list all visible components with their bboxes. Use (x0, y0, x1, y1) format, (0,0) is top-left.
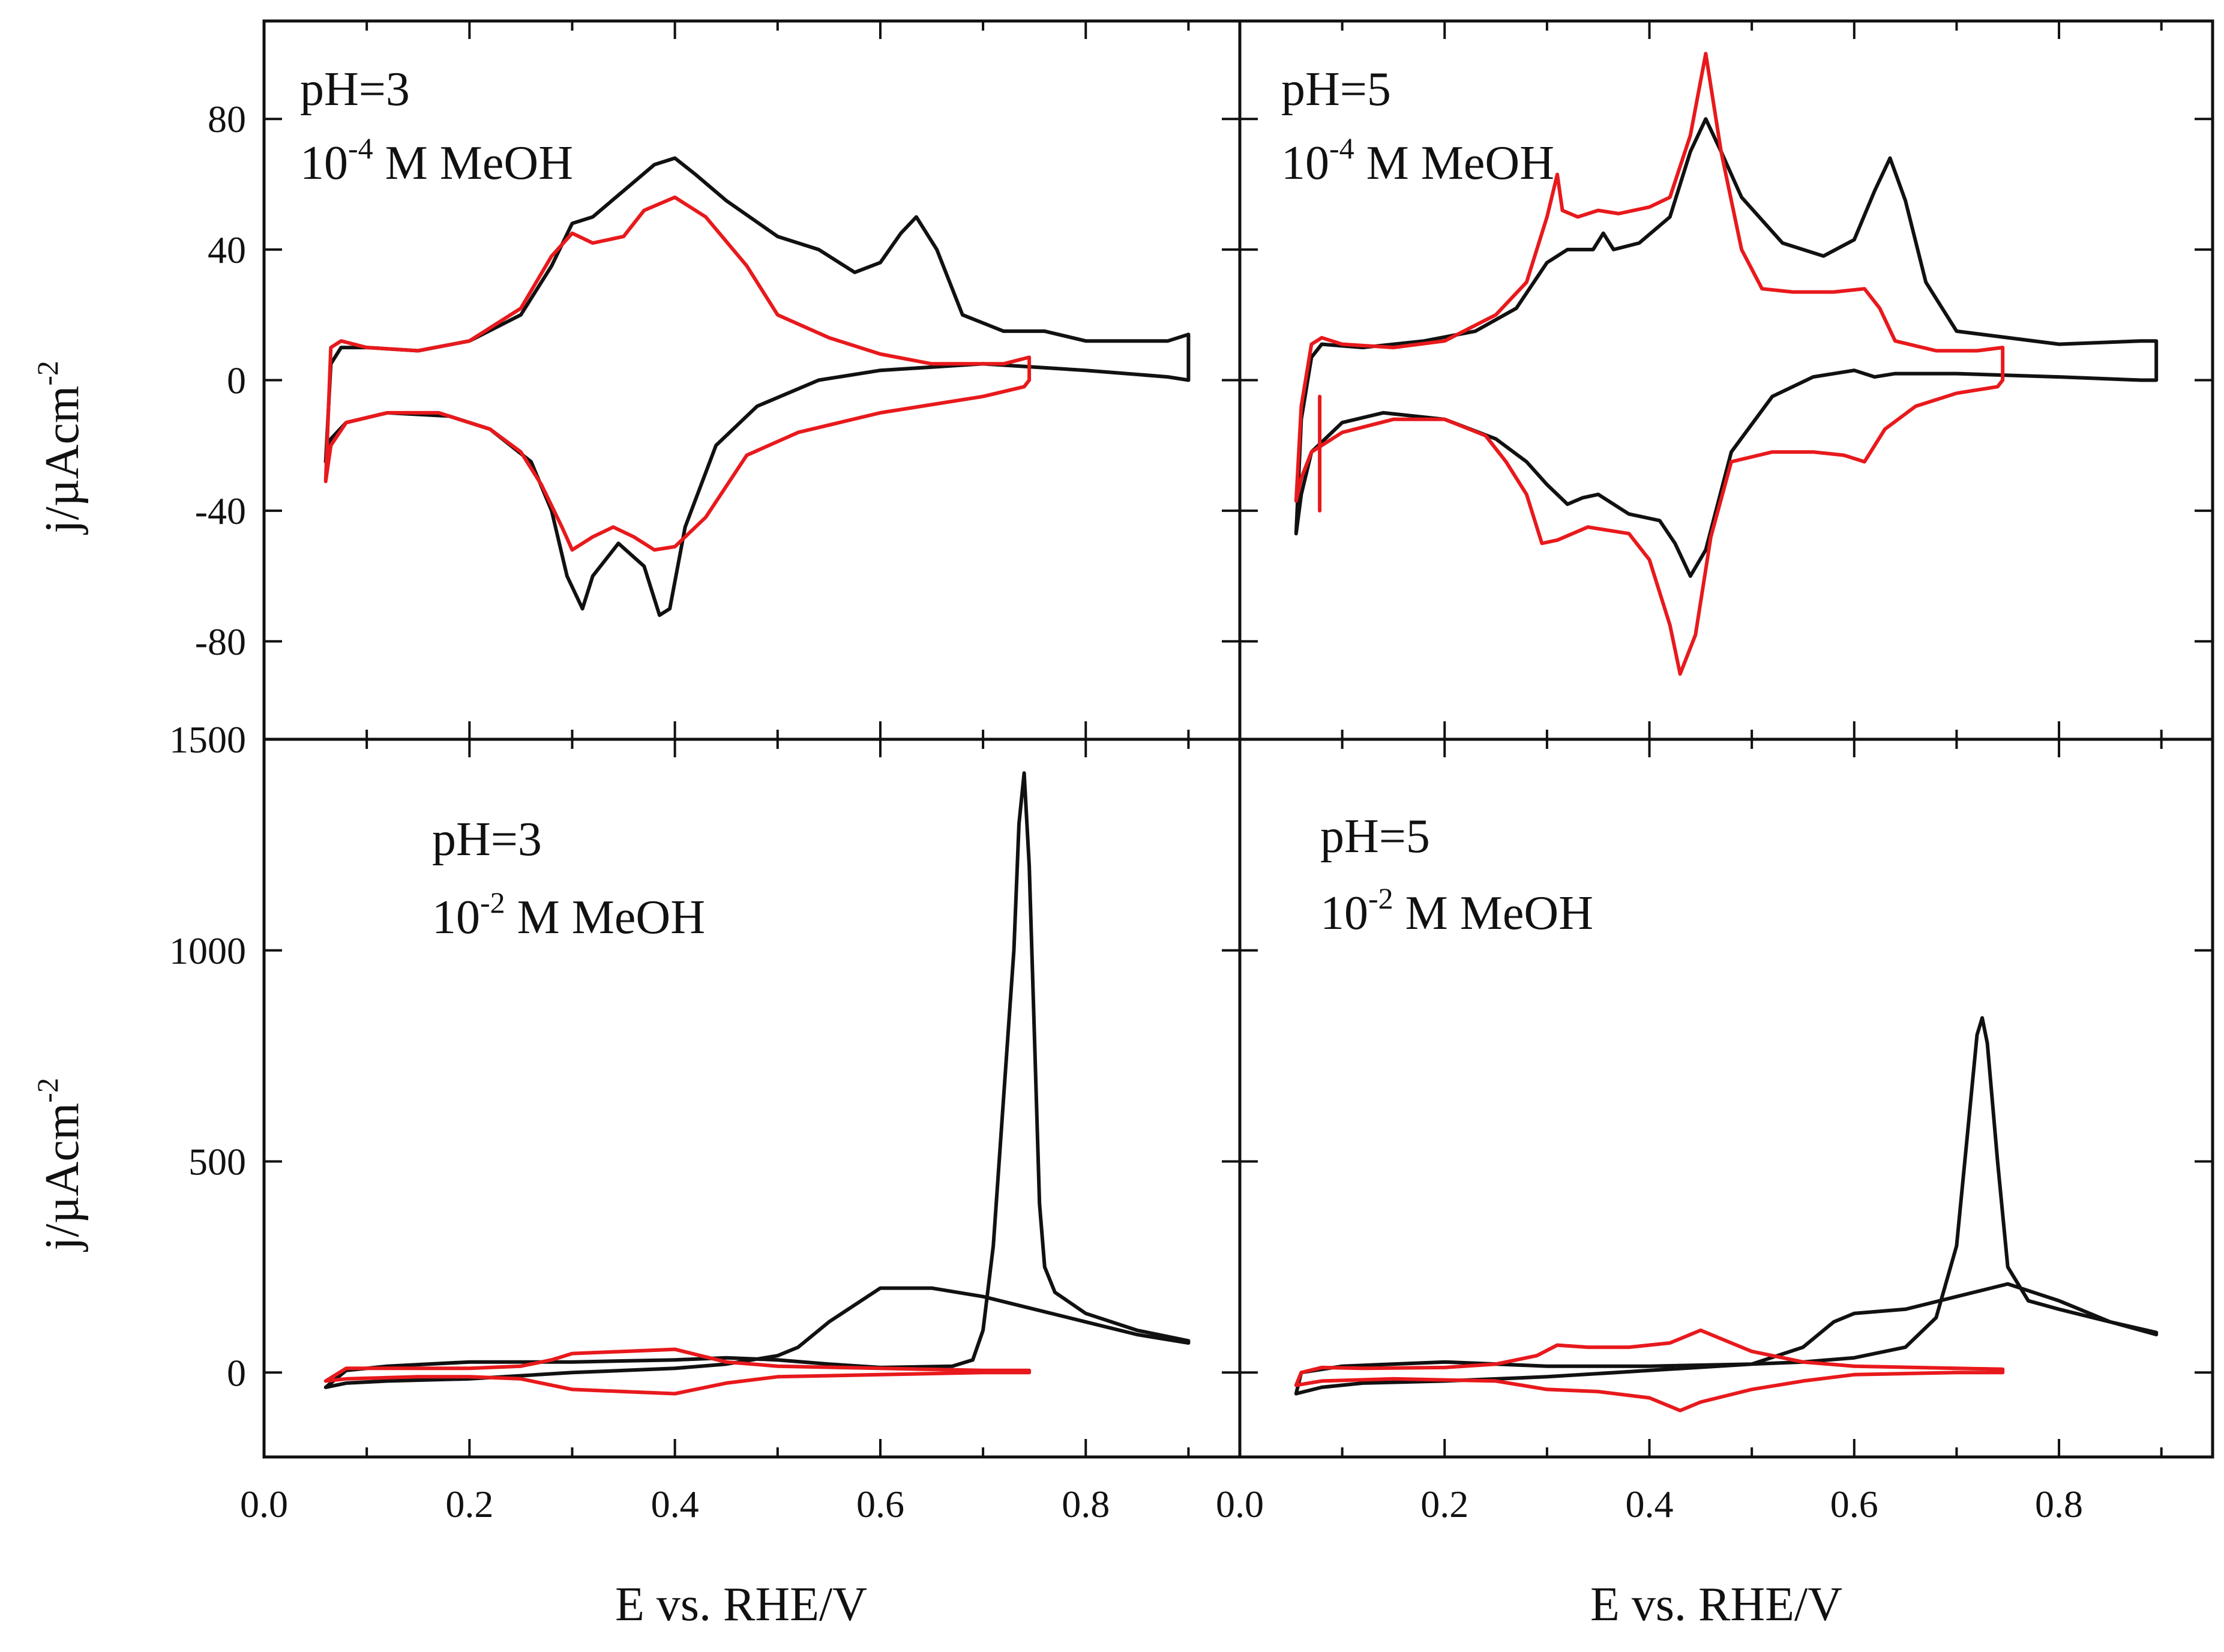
panel-pH3-high: 1500 1000 500 0 0.0 0.2 0.4 0.6 0.8 (169, 718, 1242, 1525)
series-black (1294, 117, 2159, 578)
plot-frame (1238, 737, 2214, 1459)
annotation-ph-top-left: pH=3 (300, 63, 410, 116)
x-tick-label: 0.6 (1830, 1483, 1878, 1525)
y-tick-label: 1000 (169, 930, 246, 972)
y-tick-label: 1500 (169, 718, 246, 761)
x-tick-label: 0.0 (240, 1483, 288, 1525)
x-tick-label: 0.4 (651, 1483, 699, 1525)
x-axis-title-left: E vs. RHE/V (615, 1578, 867, 1631)
annotation-conc-bottom-left: 10-2 M MeOH (432, 886, 705, 944)
y-tick-label: -80 (195, 620, 246, 663)
x-tick-label: 0.6 (856, 1483, 904, 1525)
series-black (1294, 1016, 2159, 1396)
y-tick-label: 0 (227, 359, 246, 402)
x-tick-label: 0.8 (1062, 1483, 1110, 1525)
plot-frame (1238, 19, 2214, 741)
series-black (323, 156, 1191, 617)
annotation-ph-bottom-left: pH=3 (432, 813, 542, 866)
series-red (1294, 1328, 2005, 1413)
panel-pH3-low: 80 40 0 -40 -80 (195, 19, 1242, 741)
y-tick-label: 0 (227, 1351, 246, 1394)
y-tick-label: 80 (208, 98, 246, 140)
panel-pH5-high: 0.0 0.2 0.4 0.6 0.8 (1216, 737, 2214, 1525)
series-red (323, 1347, 1032, 1396)
series-black (323, 771, 1191, 1389)
annotation-ph-bottom-right: pH=5 (1320, 810, 1430, 863)
x-tick-label: 0.0 (1216, 1483, 1264, 1525)
x-tick-label: 0.4 (1626, 1483, 1674, 1525)
annotation-conc-top-left: 10-4 M MeOH (300, 131, 573, 190)
y-axis-title-bottom: j/µAcm-2 (31, 1078, 89, 1252)
y-tick-label: 500 (188, 1141, 246, 1183)
annotation-conc-top-right: 10-4 M MeOH (1281, 131, 1554, 190)
y-tick-label: 40 (208, 229, 246, 271)
x-tick-label: 0.8 (2035, 1483, 2083, 1525)
x-tick-label: 0.2 (445, 1483, 493, 1525)
annotation-conc-bottom-right: 10-2 M MeOH (1320, 882, 1593, 940)
x-axis-title-right: E vs. RHE/V (1590, 1578, 1842, 1631)
annotation-ph-top-right: pH=5 (1281, 63, 1391, 116)
x-tick-label: 0.2 (1420, 1483, 1468, 1525)
y-tick-label: -40 (195, 490, 246, 532)
plot-frame (262, 19, 1242, 741)
series-red (323, 195, 1032, 552)
series-red (1294, 52, 2005, 676)
plot-frame (262, 737, 1242, 1459)
y-axis-title-top: j/µAcm-2 (31, 361, 89, 535)
panel-pH5-low (1238, 19, 2214, 741)
